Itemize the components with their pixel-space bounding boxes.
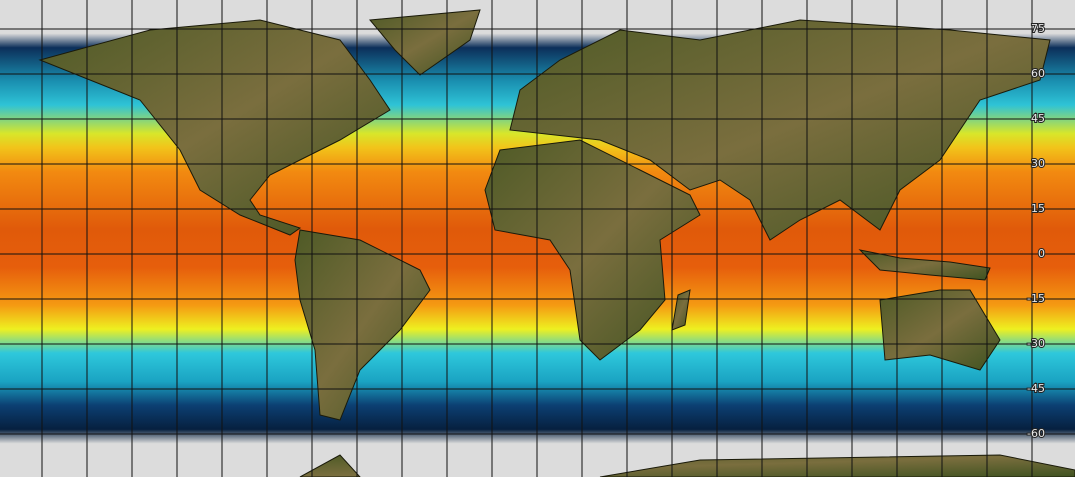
eurasia <box>509 19 1051 241</box>
antarctica <box>299 454 1075 477</box>
latitude-label: -60 <box>1027 427 1045 440</box>
australia <box>879 289 1001 371</box>
latitude-label: 60 <box>1031 67 1045 80</box>
greenland <box>369 9 481 76</box>
latitude-label: 75 <box>1031 22 1045 35</box>
south-america <box>294 229 431 421</box>
latitude-label: -45 <box>1027 382 1045 395</box>
latitude-label: 30 <box>1031 157 1045 170</box>
latitude-label: -30 <box>1027 337 1045 350</box>
latitude-label: 15 <box>1031 202 1045 215</box>
madagascar <box>671 289 691 331</box>
latitude-label: -15 <box>1027 292 1045 305</box>
latitude-labels: 75 60 45 30 15 0 -15 -30 -45 -60 <box>1026 21 1046 441</box>
latitude-label: 45 <box>1031 112 1045 125</box>
africa <box>484 139 701 361</box>
latitude-label: 0 <box>1038 247 1045 260</box>
